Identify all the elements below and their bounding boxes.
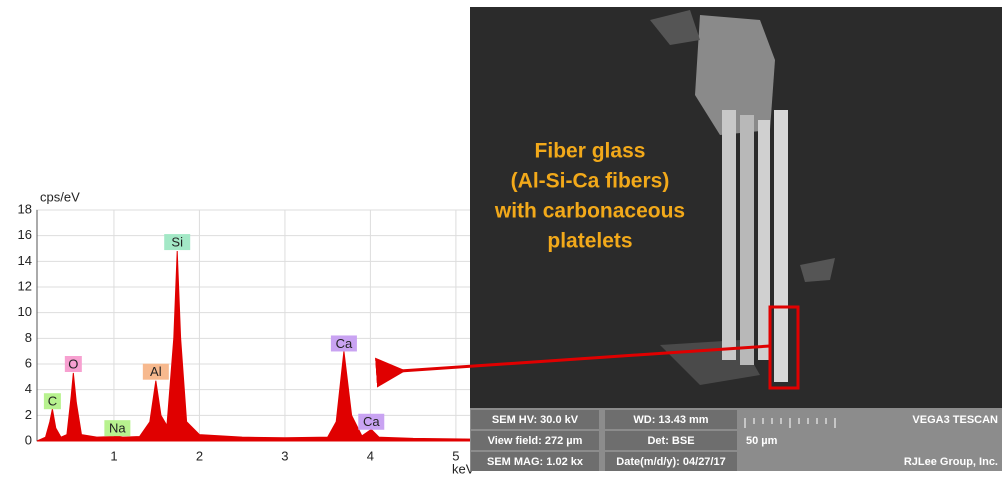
figure: cps/eV keV 02468101214161812345CONaAlSiC…: [0, 0, 1002, 479]
caption-line: Fiber glass: [535, 140, 646, 163]
info-text: Det: BSE: [647, 435, 694, 447]
peak-label: Na: [109, 421, 126, 436]
info-text: Date(m/d/y): 04/27/17: [616, 456, 725, 468]
x-tick-label: 5: [452, 448, 459, 463]
fiber: [774, 110, 788, 382]
y-tick-label: 10: [18, 304, 32, 319]
info-text: View field: 272 µm: [488, 435, 583, 447]
info-text: WD: 13.43 mm: [633, 414, 708, 426]
y-tick-label: 6: [25, 355, 32, 370]
info-text: SEM HV: 30.0 kV: [492, 414, 579, 426]
peak-label: Si: [171, 235, 183, 250]
y-tick-label: 0: [25, 432, 32, 447]
x-tick-label: 3: [281, 448, 288, 463]
y-tick-label: 2: [25, 407, 32, 422]
fiber: [740, 115, 754, 365]
y-tick-label: 18: [18, 201, 32, 216]
peak-label: C: [48, 394, 57, 409]
info-cell: [843, 431, 1001, 450]
peak-label: O: [68, 356, 78, 371]
x-tick-label: 4: [367, 448, 374, 463]
page: {"chart_data": {"type": "area", "y_label…: [0, 0, 1002, 479]
y-tick-label: 16: [18, 227, 32, 242]
peak-label: Ca: [336, 336, 353, 351]
fiber: [722, 110, 736, 360]
caption-line: platelets: [547, 230, 632, 253]
y-tick-label: 12: [18, 278, 32, 293]
caption-line: with carbonaceous: [494, 200, 685, 223]
peak-label: Ca: [363, 414, 380, 429]
fiber: [758, 120, 770, 360]
y-tick-label: 8: [25, 330, 32, 345]
info-text: 50 µm: [746, 435, 778, 447]
info-text: VEGA3 TESCAN: [912, 414, 998, 426]
x-tick-label: 2: [196, 448, 203, 463]
plot-area: [37, 210, 473, 441]
info-text: SEM MAG: 1.02 kx: [487, 456, 584, 468]
y-tick-label: 14: [18, 253, 32, 268]
sem-image: Fiber glass (Al-Si-Ca fibers) with carbona…: [400, 7, 1002, 471]
caption-line: (Al-Si-Ca fibers): [511, 170, 670, 193]
info-text: RJLee Group, Inc.: [904, 456, 998, 468]
y-tick-label: 4: [25, 381, 32, 396]
info-cell: [741, 452, 839, 471]
peak-label: Al: [150, 364, 162, 379]
y-axis-label: cps/eV: [40, 189, 80, 204]
x-tick-label: 1: [110, 448, 117, 463]
